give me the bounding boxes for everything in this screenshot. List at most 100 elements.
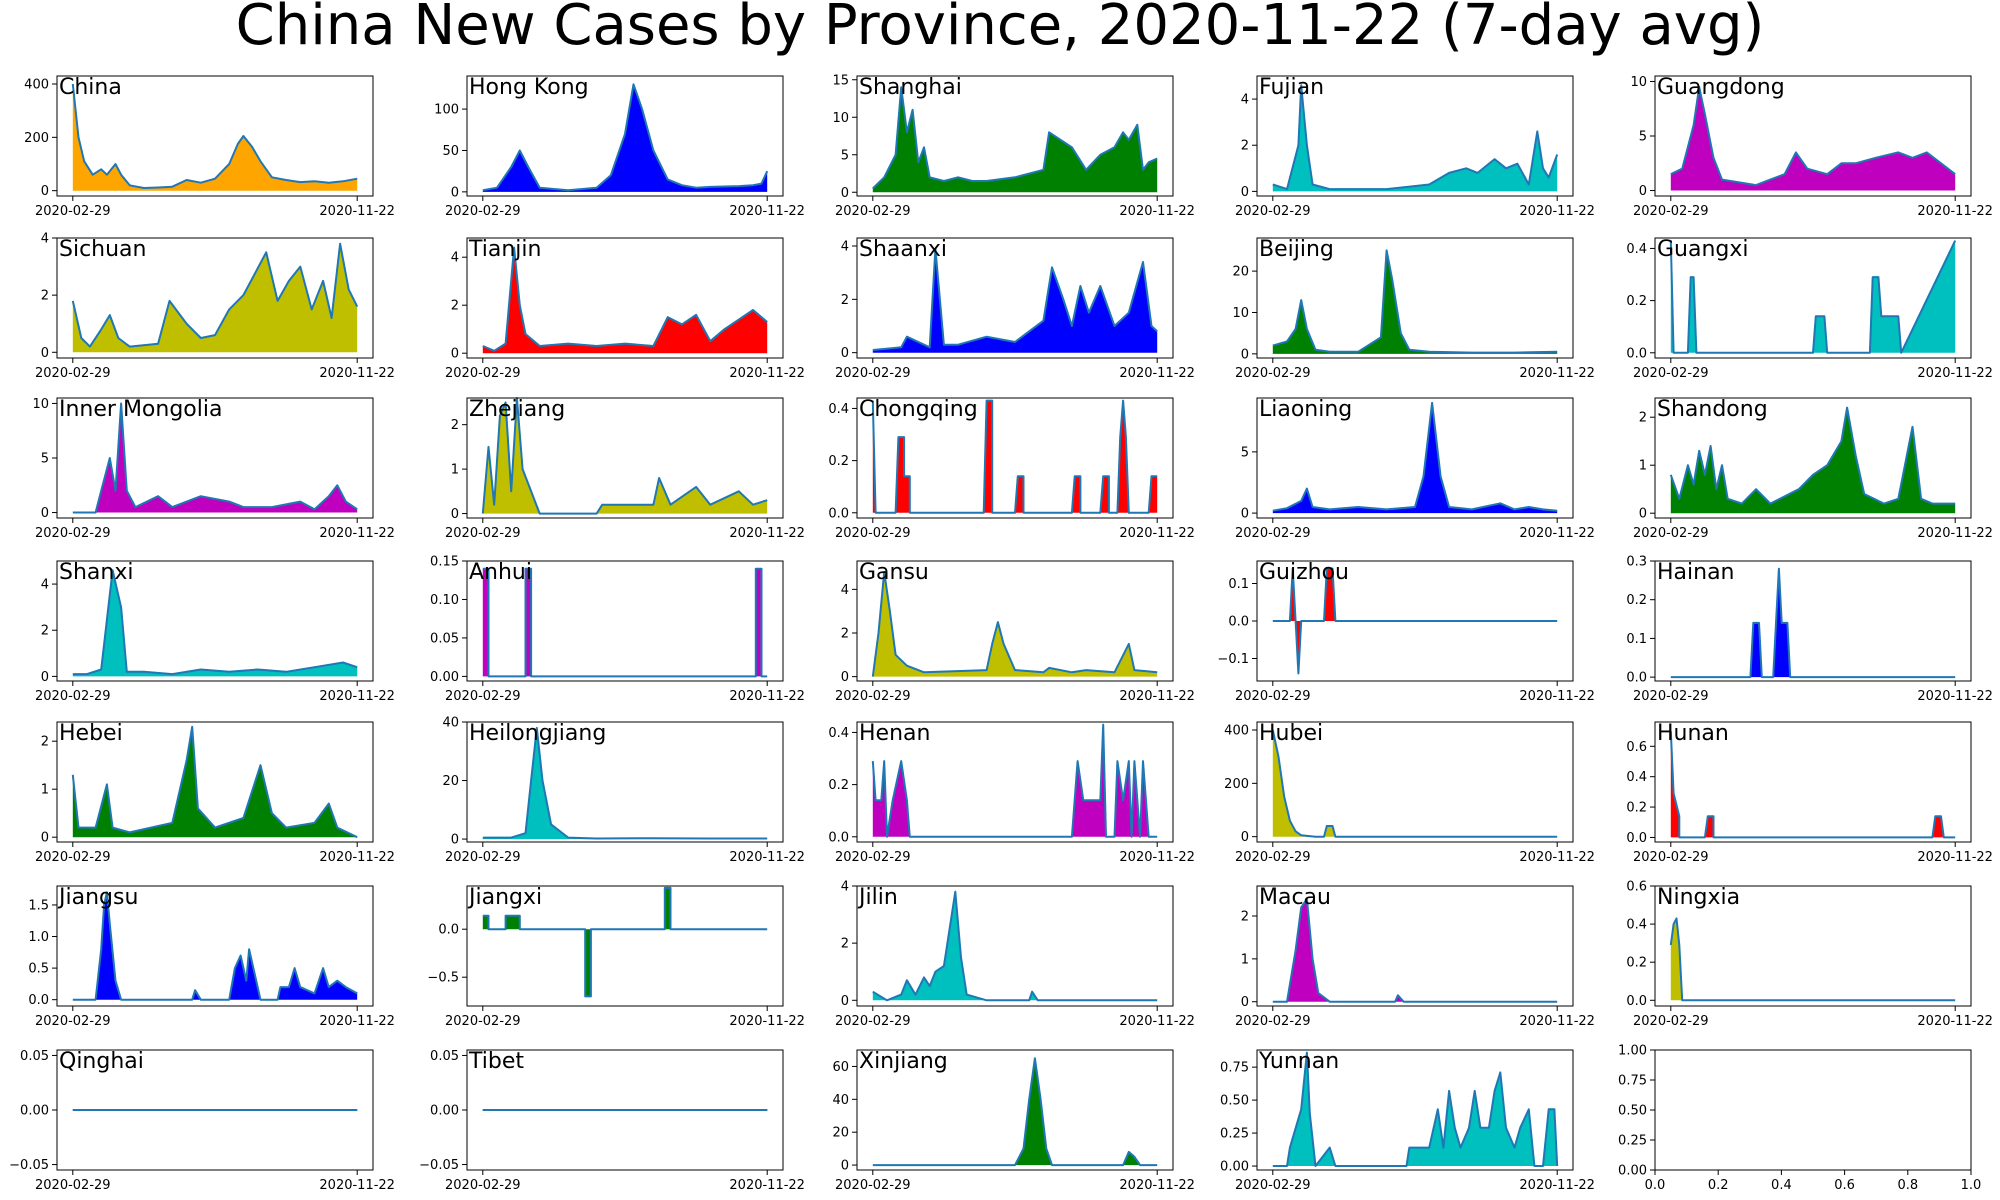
panel-shandong: 2020-02-29 2020-11-22 0 1 2 Shandong [1633, 397, 1993, 541]
y-tick-label: 0 [841, 994, 849, 1009]
y-tick-label: 1 [41, 783, 49, 798]
panel-jiangxi: 2020-02-29 2020-11-22 −0.5 0.0 Jiangxi [427, 885, 805, 1029]
axes-background [467, 886, 783, 1006]
axes-frame [856, 560, 1174, 682]
y-tick-label: 5 [1241, 445, 1249, 460]
y-tick-label: 0.50 [1220, 1094, 1249, 1109]
series-line [1272, 1051, 1559, 1167]
y-tick-label: 5 [841, 148, 849, 163]
axes-background [467, 561, 783, 681]
y-tick-label: 0.05 [430, 631, 459, 646]
x-tick-label: 2020-02-29 [835, 689, 911, 704]
x-tick-label: 1.0 [1961, 1178, 1982, 1193]
panel-title: Hubei [1259, 721, 1323, 746]
series-line [872, 1057, 1158, 1167]
x-tick-label: 0.6 [1834, 1178, 1855, 1193]
x-tick-label: 2020-11-22 [1917, 526, 1993, 541]
x-tick-label: 2020-02-29 [835, 850, 911, 865]
y-tick-label: 2 [1241, 910, 1249, 925]
y-tick-label: 0.00 [20, 1104, 49, 1119]
panel-macau: 2020-02-29 2020-11-22 0 1 2 Macau [1235, 885, 1595, 1029]
panel-title: Zhejiang [469, 397, 565, 422]
y-tick-label: 1.5 [28, 898, 49, 913]
series-line [482, 83, 769, 192]
y-tick-label: 10 [1630, 75, 1647, 90]
x-tick-label: 2020-02-29 [445, 366, 521, 381]
x-tick-label: 2020-11-22 [1519, 1178, 1595, 1193]
x-tick-label: 2020-11-22 [1519, 366, 1595, 381]
panel-qinghai: 2020-02-29 2020-11-22 −0.05 0.00 0.05 Qinghai [9, 1049, 395, 1193]
y-tick-label: 10 [32, 397, 49, 412]
y-tick-label: 0.2 [1626, 593, 1647, 608]
y-tick-label: −0.1 [1217, 652, 1249, 667]
y-tick-label: 10 [1232, 306, 1249, 321]
y-tick-label: 1.00 [1618, 1044, 1647, 1059]
y-tick-label: 0.0 [28, 993, 49, 1008]
x-tick-label: 2020-11-22 [1917, 204, 1993, 219]
y-tick-label: 0.6 [1626, 740, 1647, 755]
panel-title: Fujian [1259, 75, 1324, 100]
panel-title: Tibet [468, 1049, 524, 1074]
panel-hubei: 2020-02-29 2020-11-22 0 200 400 Hubei [1224, 721, 1595, 865]
panel-empty: 0.0 0.2 0.4 0.6 0.8 1.0 0.00 0.25 0.50 0.75 1.00 [1618, 1044, 1981, 1194]
panel-title: Macau [1259, 885, 1331, 910]
x-tick-label: 2020-11-22 [1519, 204, 1595, 219]
axes-frame [56, 721, 374, 843]
y-tick-label: 1 [1241, 952, 1249, 967]
panel-shanghai: 2020-02-29 2020-11-22 0 5 10 15 Shanghai [832, 73, 1195, 219]
y-tick-label: 100 [434, 103, 459, 118]
axes-frame [1654, 560, 1972, 682]
x-tick-label: 2020-02-29 [35, 689, 111, 704]
y-tick-label: 0.4 [828, 402, 849, 417]
y-tick-label: 60 [832, 1060, 849, 1075]
y-tick-label: 2 [841, 627, 849, 642]
panel-title: Guangxi [1657, 237, 1749, 262]
x-tick-label: 2020-02-29 [835, 526, 911, 541]
y-tick-label: 0 [1241, 995, 1249, 1010]
y-tick-label: 0 [1639, 184, 1647, 199]
panel-title: Jiangxi [467, 885, 542, 910]
x-tick-label: 0.2 [1708, 1178, 1729, 1193]
series-line [1271, 729, 1558, 838]
axes-frame [56, 75, 374, 197]
x-tick-label: 2020-02-29 [35, 1014, 111, 1029]
area-fill [1272, 402, 1558, 514]
area-fill [482, 398, 768, 514]
area-fill [872, 400, 1158, 513]
series-line [482, 567, 768, 678]
y-tick-label: 0.00 [430, 670, 459, 685]
series-line [71, 725, 358, 839]
axes-frame [1256, 1049, 1574, 1171]
panel-title: Anhui [469, 560, 532, 585]
area-fill [872, 571, 1158, 677]
y-tick-label: 4 [841, 583, 849, 598]
y-tick-label: 0.00 [430, 1104, 459, 1119]
area-fill [72, 892, 358, 1000]
x-tick-label: 2020-02-29 [1633, 366, 1709, 381]
y-tick-label: 20 [1232, 265, 1249, 280]
x-tick-label: 2020-02-29 [445, 204, 521, 219]
y-tick-label: 2 [841, 937, 849, 952]
area-fill [1670, 240, 1956, 353]
series-line [1272, 567, 1558, 675]
y-tick-label: 0.2 [1626, 294, 1647, 309]
x-tick-label: 2020-02-29 [445, 1014, 521, 1029]
y-tick-label: −0.5 [427, 971, 459, 986]
axes-frame [856, 75, 1174, 197]
axes-frame [1256, 237, 1574, 359]
panel-hebei: 2020-02-29 2020-11-22 0 1 2 Hebei [35, 721, 395, 865]
y-tick-label: 2 [451, 418, 459, 433]
y-tick-label: 0 [841, 346, 849, 361]
panel-title: China [59, 75, 122, 100]
y-tick-label: 0.2 [1626, 801, 1647, 816]
y-tick-label: 2 [841, 293, 849, 308]
panel-liaoning: 2020-02-29 2020-11-22 0 5 Liaoning [1235, 397, 1595, 541]
y-tick-label: 1 [451, 463, 459, 478]
panel-xinjiang: 2020-02-29 2020-11-22 0 20 40 60 Xinjiang [832, 1049, 1195, 1193]
y-tick-label: 4 [1241, 93, 1249, 108]
area-fill [482, 84, 768, 192]
axes-background [857, 1050, 1173, 1170]
panel-guangdong: 2020-02-29 2020-11-22 0 5 10 Guangdong [1630, 75, 1993, 219]
y-tick-label: 1.0 [28, 930, 49, 945]
x-tick-label: 2020-11-22 [1119, 1178, 1195, 1193]
